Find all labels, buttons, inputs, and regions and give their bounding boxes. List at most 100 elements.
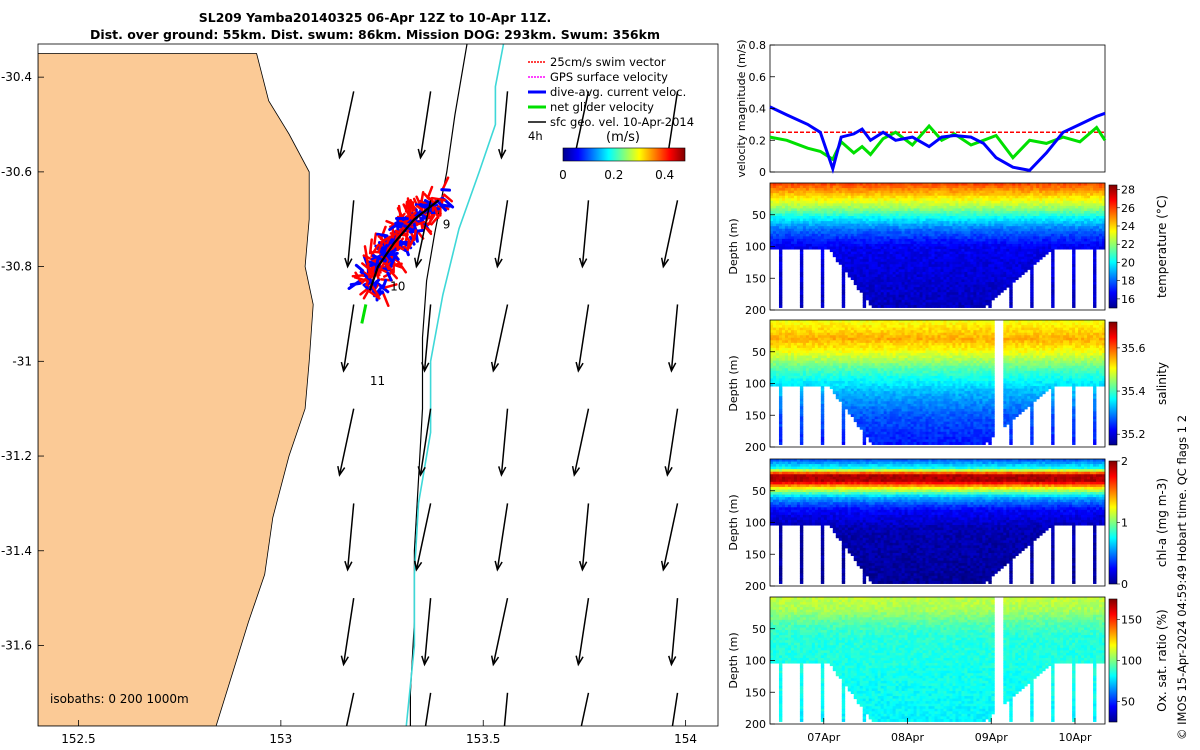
- heatmap-cell: [820, 284, 825, 288]
- heatmap-cell: [805, 238, 810, 242]
- heatmap-cell: [814, 213, 819, 217]
- heatmap-cell: [799, 297, 804, 301]
- heatmap-cell: [784, 203, 789, 207]
- heatmap-cell: [778, 279, 783, 283]
- heatmap-cell: [820, 231, 825, 235]
- current-vector-head: [494, 560, 503, 572]
- legend-swim-label: 25cm/s swim vector: [550, 55, 666, 69]
- heatmap-cell: [778, 188, 783, 192]
- heatmap-cell: [850, 276, 855, 281]
- heatmap-cell: [778, 243, 783, 247]
- current-vector-head: [490, 361, 500, 373]
- day-label: 9: [443, 218, 451, 232]
- heatmap-cell: [775, 193, 780, 197]
- speed-colorbar-tick: 0.4: [655, 168, 674, 182]
- heatmap-cell: [811, 198, 816, 202]
- heatmap-cell: [778, 203, 783, 207]
- heatmap-cell: [802, 233, 807, 237]
- heatmap-cell: [775, 233, 780, 237]
- heatmap-cell: [991, 297, 995, 301]
- current-vector-head: [417, 466, 426, 477]
- heatmap-cell: [931, 304, 935, 308]
- heatmap-cell: [790, 221, 795, 225]
- heatmap-cell: [778, 256, 783, 260]
- current-vector-arrow: [577, 598, 590, 665]
- heatmap-cell: [868, 302, 873, 306]
- heatmap-cell: [1033, 261, 1037, 265]
- heatmap-cell: [811, 193, 816, 197]
- heatmap-cell: [772, 188, 777, 192]
- heatmap-cell: [799, 256, 804, 260]
- heatmap-cell: [790, 233, 795, 237]
- speed-colorbar-ticks: 0 0.2 0.4: [559, 168, 674, 182]
- speed-colorbar-tick: 0: [559, 168, 567, 182]
- heatmap-cell: [799, 299, 804, 303]
- heatmap-cell: [799, 261, 804, 265]
- current-vector-arrow: [503, 692, 509, 726]
- heatmap-cell: [799, 238, 804, 242]
- heatmap-cell: [820, 198, 825, 202]
- heatmap-cell: [1051, 304, 1055, 308]
- heatmap-cell: [805, 213, 810, 217]
- heatmap-cell: [820, 205, 825, 209]
- heatmap-cell: [770, 246, 774, 250]
- title-line-1: SL209 Yamba20140325 06-Apr 12Z to 10-Apr…: [198, 10, 552, 25]
- heatmap-cell: [811, 203, 816, 207]
- heatmap-cell: [943, 304, 947, 308]
- heatmap-cell: [817, 185, 822, 189]
- heatmap-cell: [796, 226, 801, 230]
- heatmap-cell: [856, 287, 861, 291]
- heatmap-cell: [811, 231, 816, 235]
- heatmap-cell: [1087, 246, 1091, 250]
- heatmap-cell: [796, 190, 801, 194]
- heatmap-cell: [799, 213, 804, 217]
- heatmap-cell: [820, 264, 825, 268]
- dive-current-arrow: [389, 253, 398, 267]
- heatmap-cell: [787, 241, 792, 245]
- heatmap-cell: [844, 269, 849, 273]
- heatmap-cell: [898, 304, 903, 308]
- heatmap-cell: [805, 198, 810, 202]
- coastline-land: [38, 53, 314, 726]
- heatmap-cell: [796, 228, 801, 232]
- heatmap-cell: [820, 292, 825, 296]
- heatmap-cell: [820, 289, 825, 293]
- heatmap-cell: [811, 208, 816, 212]
- swim-vector-arrow: [396, 259, 408, 274]
- heatmap-cell: [820, 269, 825, 273]
- heatmap-cell: [784, 216, 789, 220]
- heatmap-cell: [805, 218, 810, 222]
- heatmap-cell: [1000, 289, 1004, 293]
- heatmap-cell: [808, 198, 813, 202]
- heatmap-cell: [799, 205, 804, 209]
- heatmap-cell: [817, 228, 822, 232]
- heatmap-cell: [796, 183, 801, 187]
- current-vector-head: [490, 655, 500, 667]
- heatmap-cell: [790, 228, 795, 232]
- heatmap-cell: [787, 208, 792, 212]
- heatmap-cell: [770, 216, 774, 220]
- heatmap-cell: [790, 193, 795, 197]
- heatmap-cell: [820, 216, 825, 220]
- current-vector-head: [417, 148, 426, 160]
- swim-vector-arrow: [368, 238, 373, 255]
- heatmap-cell: [790, 216, 795, 220]
- heatmap-cell: [796, 198, 801, 202]
- heatmap-cell: [802, 238, 807, 242]
- heatmap-cell: [796, 205, 801, 209]
- heatmap-cell: [814, 246, 819, 250]
- heatmap-cell: [802, 226, 807, 230]
- heatmap-cell: [826, 246, 831, 250]
- heatmap-cell: [796, 213, 801, 217]
- heatmap-cell: [799, 200, 804, 204]
- heatmap-cell: [802, 216, 807, 220]
- colorbar-tick-label: 28: [1121, 184, 1135, 197]
- heatmap-cell: [1084, 246, 1088, 250]
- heatmap-cell: [772, 241, 777, 245]
- heatmap-cell: [796, 221, 801, 225]
- heatmap-cell: [817, 243, 822, 247]
- heatmap-cell: [799, 185, 804, 189]
- heatmap-cell: [1060, 246, 1064, 250]
- heatmap-cell: [820, 266, 825, 270]
